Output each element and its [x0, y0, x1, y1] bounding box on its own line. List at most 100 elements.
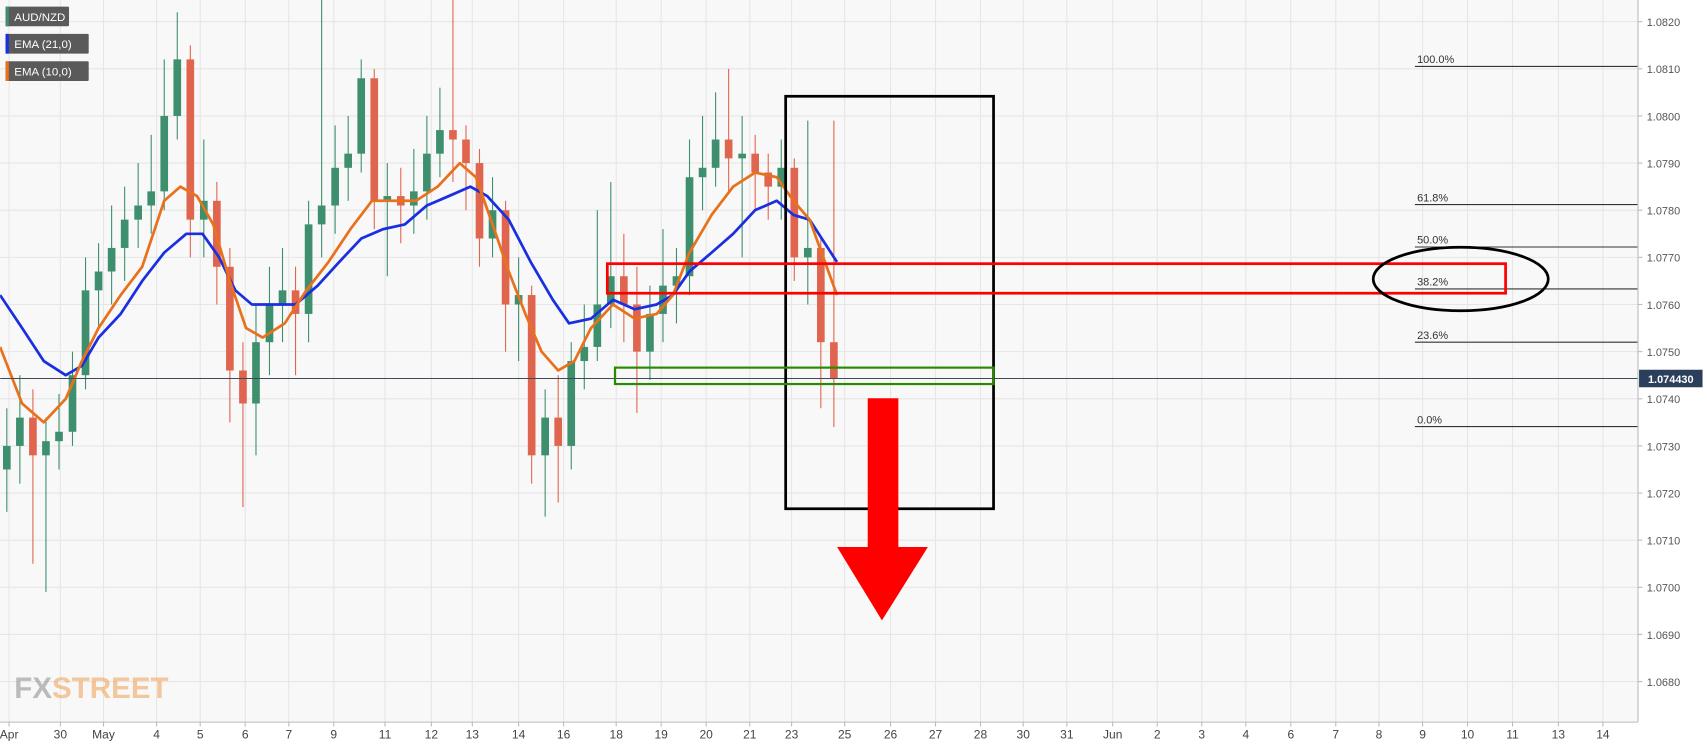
candle-body	[436, 130, 444, 154]
candle-body	[107, 247, 116, 272]
y-tick-label: 1.0740	[1647, 394, 1680, 406]
candle-body	[475, 163, 484, 239]
support-box	[613, 366, 995, 386]
candle-body	[94, 271, 103, 291]
legend: AUD/NZD EMA (21,0) EMA (10,0)	[5, 6, 89, 81]
candle-body	[567, 361, 576, 446]
candle-body	[265, 304, 274, 343]
candle-body	[16, 417, 24, 446]
x-tick-label: 30	[1017, 728, 1031, 742]
watermark-part: FX	[14, 672, 52, 705]
x-tick-label: 20	[699, 728, 713, 742]
fib-label: 0.0%	[1417, 414, 1442, 426]
candle-body	[29, 417, 37, 456]
fib-label: 61.8%	[1417, 192, 1448, 204]
fib-label: 50.0%	[1417, 235, 1448, 247]
resistance-box	[605, 262, 1507, 295]
watermark: FXSTREET	[14, 672, 168, 705]
candle-body	[120, 219, 129, 248]
candle-body	[501, 210, 510, 305]
candle-body	[633, 304, 641, 352]
x-tick-label: 6	[1287, 728, 1294, 742]
x-tick-label: Jun	[1103, 728, 1122, 742]
y-tick-label: 1.0810	[1647, 64, 1680, 76]
legend-box	[5, 61, 89, 81]
candle-body	[383, 196, 392, 201]
candle-body	[738, 153, 746, 159]
candle-body	[331, 167, 339, 206]
legend-label: EMA (10,0)	[14, 66, 72, 78]
ema-line	[0, 161, 839, 424]
candle-body	[554, 417, 563, 446]
y-tick-label: 1.0800	[1647, 111, 1680, 123]
fib-label: 38.2%	[1417, 277, 1448, 289]
candle-body	[317, 205, 326, 225]
candle-body	[357, 78, 366, 154]
x-tick-label: 19	[654, 728, 668, 742]
y-tick-label: 1.0820	[1647, 17, 1680, 29]
candle-body	[186, 59, 195, 220]
x-tick-label: May	[92, 728, 115, 742]
candle-body	[672, 276, 681, 286]
marks: 100.0% 61.8% 50.0% 38.2% 23.6% 0.0%	[0, 0, 1638, 593]
y-tick-label: 1.0730	[1647, 441, 1680, 453]
x-tick-label: 4	[1242, 728, 1249, 742]
x-tick-label: 7	[1332, 728, 1339, 742]
candle-body	[527, 295, 536, 456]
y-tick-label: 1.0680	[1647, 677, 1680, 689]
candle-body	[344, 153, 353, 168]
candle-body	[81, 290, 90, 376]
x-tick-label: 31	[1060, 728, 1074, 742]
candle-body	[724, 139, 733, 159]
x-tick-label: 11	[379, 728, 392, 742]
candle-body	[790, 167, 799, 258]
x-tick-label: 18	[610, 728, 624, 742]
candle-body	[226, 266, 234, 371]
x-tick-label: 8	[1376, 728, 1383, 742]
legend-swatch	[5, 33, 9, 54]
candle-body	[291, 290, 300, 314]
candle-body	[304, 224, 313, 314]
x-tick-label: 12	[425, 728, 439, 742]
y-tick-label: 1.0790	[1647, 158, 1680, 170]
candle-body	[134, 205, 142, 220]
candle-body	[147, 191, 156, 206]
candle-body	[370, 78, 379, 201]
candle-body	[42, 441, 50, 456]
candle-body	[423, 153, 431, 192]
x-tick-label: 14	[512, 728, 526, 742]
candle-body	[449, 130, 457, 140]
x-tick-label: 25	[838, 728, 852, 742]
candle-body	[777, 167, 786, 187]
down-arrow	[837, 398, 928, 621]
legend-box	[5, 6, 70, 27]
y-tick-label: 1.0780	[1647, 206, 1680, 218]
candle-body	[3, 445, 11, 470]
plot-area	[0, 0, 1638, 722]
fib-ellipse	[1371, 245, 1550, 313]
y-tick-label: 1.0750	[1647, 347, 1680, 359]
last-price-box	[1639, 369, 1703, 388]
x-tick-label: 27	[929, 728, 943, 742]
candle-body	[830, 342, 838, 379]
candle-body	[711, 139, 720, 168]
y-tick-label: 1.0710	[1647, 536, 1680, 548]
x-tick-label: 28	[974, 728, 988, 742]
ema-line	[0, 185, 839, 377]
candle-body	[462, 139, 470, 164]
x-tick-label: 13	[1552, 728, 1566, 742]
x-tick-label: 5	[197, 728, 204, 742]
x-tick-label: 9	[1419, 728, 1426, 742]
x-tick-label: 7	[285, 728, 292, 742]
x-tick-label: 21	[743, 728, 757, 742]
candle-body	[646, 313, 654, 352]
candle-body	[541, 417, 549, 456]
watermark-part: STREET	[52, 672, 169, 705]
y-tick-label: 1.0690	[1647, 630, 1680, 642]
x-tick-label: 23	[785, 728, 799, 742]
candle-body	[239, 370, 247, 404]
y-tick-label: 1.0760	[1647, 300, 1680, 312]
x-tick-label: 4	[153, 728, 160, 742]
candle-body	[606, 276, 615, 305]
